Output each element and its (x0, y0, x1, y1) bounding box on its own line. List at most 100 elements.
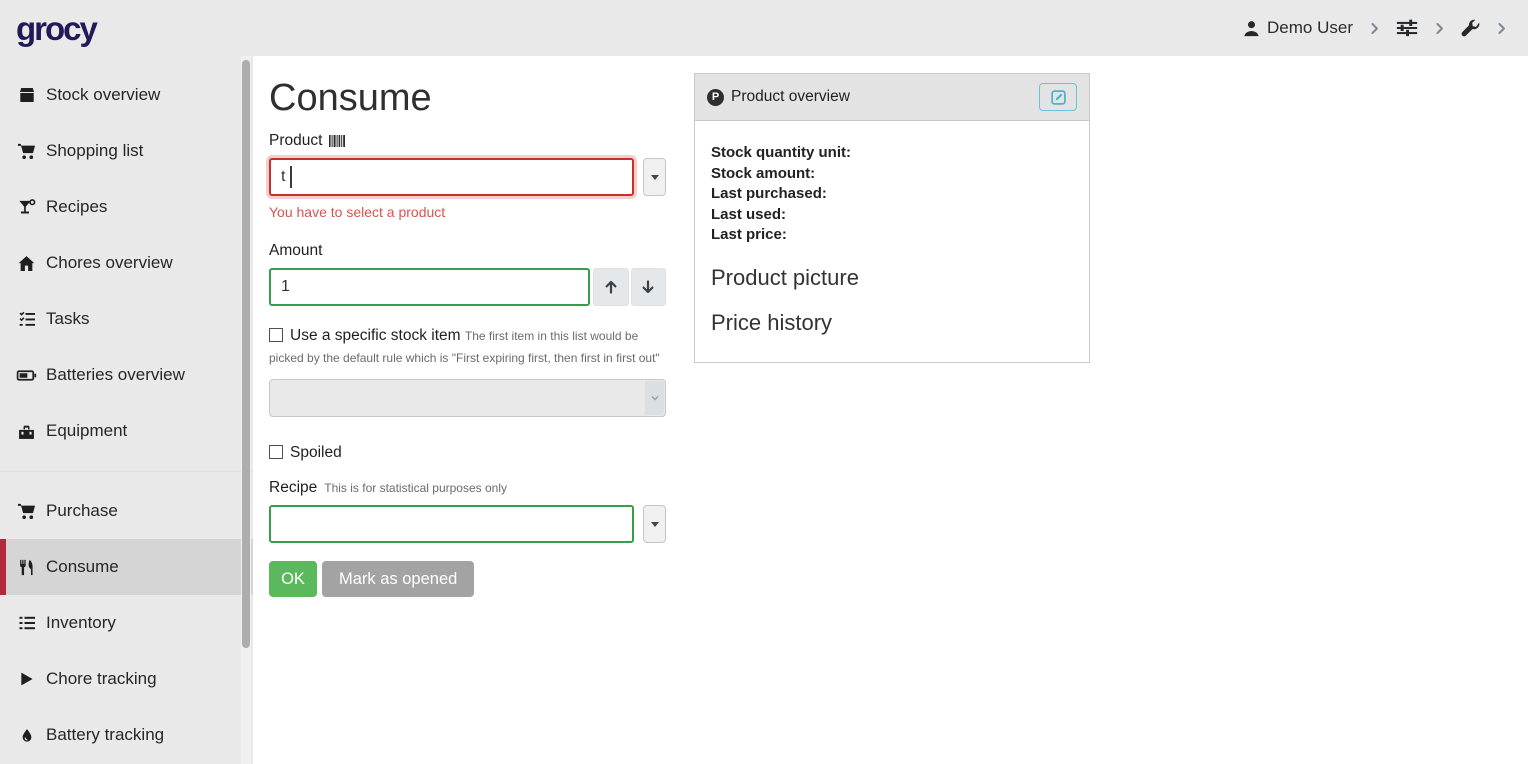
chevron-right-icon (1368, 22, 1381, 35)
page-title: Consume (269, 77, 432, 119)
recipe-input[interactable] (269, 505, 634, 543)
spoiled-row: Spoiled (269, 442, 666, 464)
sidebar-item-label: Batteries overview (46, 365, 185, 384)
sidebar-item-label: Chores overview (46, 253, 173, 272)
sidebar-item-label: Consume (46, 557, 119, 576)
recipe-input-row (269, 505, 666, 543)
caret-down-icon (650, 521, 659, 527)
last-used-field: Last used: (711, 205, 787, 223)
sidebar-item-label: Inventory (46, 613, 116, 632)
user-icon (1243, 20, 1260, 37)
product-overview-header: P Product overview (695, 74, 1089, 121)
toolbox-icon (16, 423, 37, 440)
recipe-label-row: Recipe This is for statistical purposes … (269, 479, 666, 497)
price-history-heading: Price history (711, 309, 833, 335)
recipe-hint: This is for statistical purposes only (324, 481, 507, 495)
arrow-up-icon (603, 279, 619, 295)
mark-as-opened-button[interactable]: Mark as opened (322, 561, 475, 597)
last-price-field: Last price: (711, 226, 787, 243)
settings-menu[interactable] (1396, 19, 1418, 37)
sidebar-item-batteries-overview[interactable]: Batteries overview (0, 347, 253, 403)
sidebar-item-label: Chore tracking (46, 669, 157, 688)
sidebar-item-label: Recipes (46, 197, 108, 216)
user-menu[interactable]: Demo User (1243, 18, 1353, 38)
edit-product-button[interactable] (1039, 83, 1077, 111)
amount-increment-button[interactable] (593, 268, 629, 306)
amount-input[interactable] (269, 268, 590, 306)
utensils-icon (16, 559, 37, 576)
amount-label-row: Amount (269, 242, 666, 260)
droplet-icon (16, 727, 37, 744)
recipe-dropdown-toggle[interactable] (643, 505, 666, 543)
product-input[interactable] (269, 158, 634, 196)
sidebar-item-chores-overview[interactable]: Chores overview (0, 235, 253, 291)
cocktail-icon (16, 198, 37, 216)
sidebar-item-label: Purchase (46, 501, 118, 520)
amount-input-row (269, 268, 666, 306)
spoiled-checkbox[interactable] (269, 445, 283, 459)
box-icon (16, 87, 37, 103)
sidebar-item-label: Stock overview (46, 85, 161, 104)
sidebar-item-battery-tracking[interactable]: Battery tracking (0, 707, 253, 763)
sidebar-item-label: Equipment (46, 421, 128, 440)
sidebar-divider (0, 459, 253, 483)
specific-stock-item-checkbox[interactable] (269, 328, 283, 342)
edit-icon (1050, 89, 1066, 105)
stock-amount-field: Stock amount: (711, 164, 816, 182)
wrench-icon (1461, 19, 1480, 38)
sidebar-item-shopping-list[interactable]: Shopping list (0, 123, 253, 179)
barcode-icon (329, 135, 346, 147)
sidebar-item-label: Battery tracking (46, 725, 165, 744)
ok-button[interactable]: OK (269, 561, 317, 597)
arrow-down-icon (640, 279, 656, 295)
specific-stock-item-label: Use a specific stock item (290, 327, 461, 344)
sidebar-item-label: Tasks (46, 309, 90, 328)
product-error-message: You have to select a product (269, 204, 446, 220)
admin-menu[interactable] (1461, 19, 1480, 38)
sidebar-item-tasks[interactable]: Tasks (0, 291, 253, 347)
product-dropdown-toggle[interactable] (643, 158, 666, 196)
product-input-row (269, 158, 666, 196)
product-circle-icon: P (707, 88, 724, 106)
product-picture-heading: Product picture (711, 264, 859, 290)
chevron-down-icon (645, 381, 664, 415)
amount-label: Amount (269, 242, 323, 259)
sliders-icon (1396, 19, 1418, 37)
chevron-right-icon (1433, 22, 1446, 35)
play-icon (16, 671, 37, 687)
sidebar: Stock overview Shopping list Recipes Cho… (0, 56, 253, 764)
product-label: Product (269, 132, 323, 149)
sidebar-scrollbar-thumb[interactable] (242, 60, 250, 648)
sidebar-item-consume[interactable]: Consume (0, 539, 253, 595)
sidebar-item-label: Shopping list (46, 141, 144, 160)
sidebar-item-stock-overview[interactable]: Stock overview (0, 67, 253, 123)
consume-form: Product You have to select a product Amo… (269, 132, 666, 597)
sidebar-item-equipment[interactable]: Equipment (0, 403, 253, 459)
recipe-label: Recipe (269, 479, 318, 496)
main-content: Consume Product You have to select a pro… (253, 56, 1528, 764)
product-label-row: Product (269, 132, 666, 150)
sidebar-item-chore-tracking[interactable]: Chore tracking (0, 651, 253, 707)
cart-icon (16, 503, 37, 520)
app-logo[interactable]: grocy (16, 9, 98, 47)
sidebar-item-inventory[interactable]: Inventory (0, 595, 253, 651)
stock-quantity-unit-field: Stock quantity unit: (711, 144, 851, 161)
chevron-right-icon (1495, 22, 1508, 35)
top-bar: grocy Demo User (0, 0, 1528, 56)
list-icon (16, 615, 37, 631)
sidebar-item-recipes[interactable]: Recipes (0, 179, 253, 235)
cart-icon (16, 143, 37, 160)
home-icon (16, 255, 37, 272)
product-overview-title: Product overview (731, 88, 850, 105)
caret-down-icon (650, 174, 659, 180)
amount-decrement-button[interactable] (630, 268, 666, 306)
tasks-icon (16, 311, 37, 327)
top-bar-menus: Demo User (1243, 18, 1510, 38)
specific-stock-item-hint: The first item in this list would be pic… (269, 329, 660, 365)
user-name: Demo User (1267, 18, 1353, 37)
sidebar-item-purchase[interactable]: Purchase (0, 483, 253, 539)
product-overview-title-row: P Product overview (707, 88, 850, 106)
sidebar-scrollbar-track (241, 56, 251, 764)
spoiled-label: Spoiled (290, 444, 342, 461)
